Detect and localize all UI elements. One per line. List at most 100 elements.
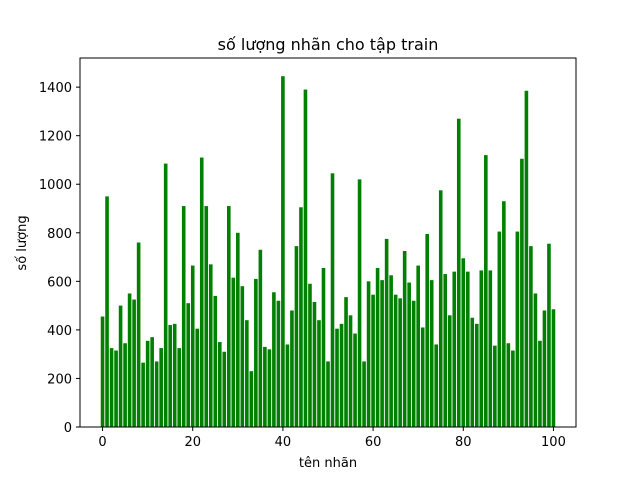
y-tick-label: 1000 (39, 178, 72, 193)
bar-68 (407, 282, 411, 427)
bar-3 (114, 350, 118, 427)
bar-12 (154, 361, 159, 427)
bar-45 (303, 89, 308, 428)
y-ticks: 0 200 400 600 800 1000 1200 1400 (39, 81, 80, 436)
x-axis-label: tên nhãn (299, 456, 357, 471)
bar-40 (281, 76, 285, 427)
bar-49 (321, 267, 326, 427)
bar-86 (488, 270, 493, 427)
bar-34 (254, 278, 258, 427)
bar-38 (272, 292, 276, 427)
bar-31 (240, 286, 245, 427)
bar-20 (190, 265, 195, 427)
bar-32 (245, 320, 249, 427)
bar-24 (208, 264, 213, 427)
bar-57 (357, 179, 362, 427)
bar-7 (132, 299, 136, 427)
bar-85 (484, 155, 488, 427)
bar-81 (465, 271, 470, 427)
bar-94 (524, 90, 529, 428)
bar-26 (217, 342, 222, 427)
bar-51 (330, 173, 335, 427)
bar-9 (141, 362, 145, 427)
bar-0 (100, 316, 105, 427)
bar-8 (136, 242, 141, 427)
bar-33 (249, 371, 254, 427)
bar-77 (447, 315, 452, 427)
bar-62 (380, 280, 384, 427)
bar-69 (411, 300, 416, 427)
bar-10 (145, 340, 150, 427)
bar-100 (551, 309, 556, 427)
bar-19 (186, 303, 191, 427)
bar-96 (533, 293, 538, 427)
bar-29 (231, 277, 236, 427)
bar-63 (384, 238, 389, 427)
bar-17 (177, 348, 182, 427)
bars-group (100, 76, 556, 428)
bar-14 (163, 163, 168, 427)
bar-61 (375, 267, 380, 427)
bar-74 (434, 344, 439, 427)
bar-60 (371, 294, 375, 427)
bar-11 (150, 337, 154, 427)
bar-46 (308, 283, 312, 427)
bar-58 (362, 361, 366, 427)
bar-89 (502, 201, 506, 427)
bar-79 (456, 118, 461, 427)
x-tick-label: 80 (455, 435, 472, 450)
bar-65 (393, 294, 398, 427)
bar-56 (353, 333, 357, 427)
bar-52 (335, 328, 339, 427)
y-tick-label: 200 (47, 372, 72, 387)
bar-35 (258, 249, 263, 427)
x-tick-label: 40 (275, 435, 292, 450)
bar-95 (529, 246, 533, 427)
x-tick-label: 60 (365, 435, 382, 450)
bar-55 (348, 315, 353, 427)
bar-25 (213, 295, 218, 427)
bar-80 (461, 258, 466, 427)
y-tick-label: 800 (47, 227, 72, 242)
bar-90 (506, 343, 511, 427)
x-ticks: 0 20 40 60 80 100 (98, 427, 566, 450)
bar-13 (159, 348, 163, 427)
x-tick-label: 100 (541, 435, 566, 450)
plot-frame (79, 57, 577, 428)
bar-21 (195, 328, 200, 427)
bar-73 (429, 280, 434, 427)
bar-64 (389, 275, 393, 427)
bar-84 (479, 270, 484, 427)
y-tick-label: 0 (64, 421, 72, 436)
bar-76 (443, 274, 448, 427)
bar-30 (236, 232, 240, 427)
bar-88 (497, 231, 502, 427)
x-tick-label: 0 (98, 435, 106, 450)
bar-67 (402, 250, 407, 427)
bar-42 (290, 310, 294, 427)
chart-title: số lượng nhãn cho tập train (218, 35, 439, 54)
y-tick-label: 600 (47, 275, 72, 290)
y-tick-label: 1400 (39, 81, 72, 96)
bar-59 (366, 281, 371, 427)
bar-83 (474, 323, 479, 427)
bar-92 (515, 231, 520, 427)
y-tick-label: 1200 (39, 130, 72, 145)
bar-66 (398, 298, 402, 427)
bar-41 (285, 344, 290, 427)
bar-23 (204, 206, 209, 427)
bar-82 (470, 317, 475, 427)
bar-39 (276, 300, 281, 427)
bar-28 (226, 206, 231, 427)
bar-22 (199, 157, 204, 427)
bar-93 (520, 158, 524, 427)
bar-91 (511, 350, 515, 427)
bar-78 (452, 271, 457, 427)
bar-97 (538, 340, 542, 427)
bar-47 (312, 301, 317, 427)
bar-43 (294, 246, 299, 427)
bar-98 (542, 310, 547, 427)
bar-27 (222, 351, 227, 427)
bar-71 (420, 327, 425, 427)
bar-2 (109, 348, 114, 427)
